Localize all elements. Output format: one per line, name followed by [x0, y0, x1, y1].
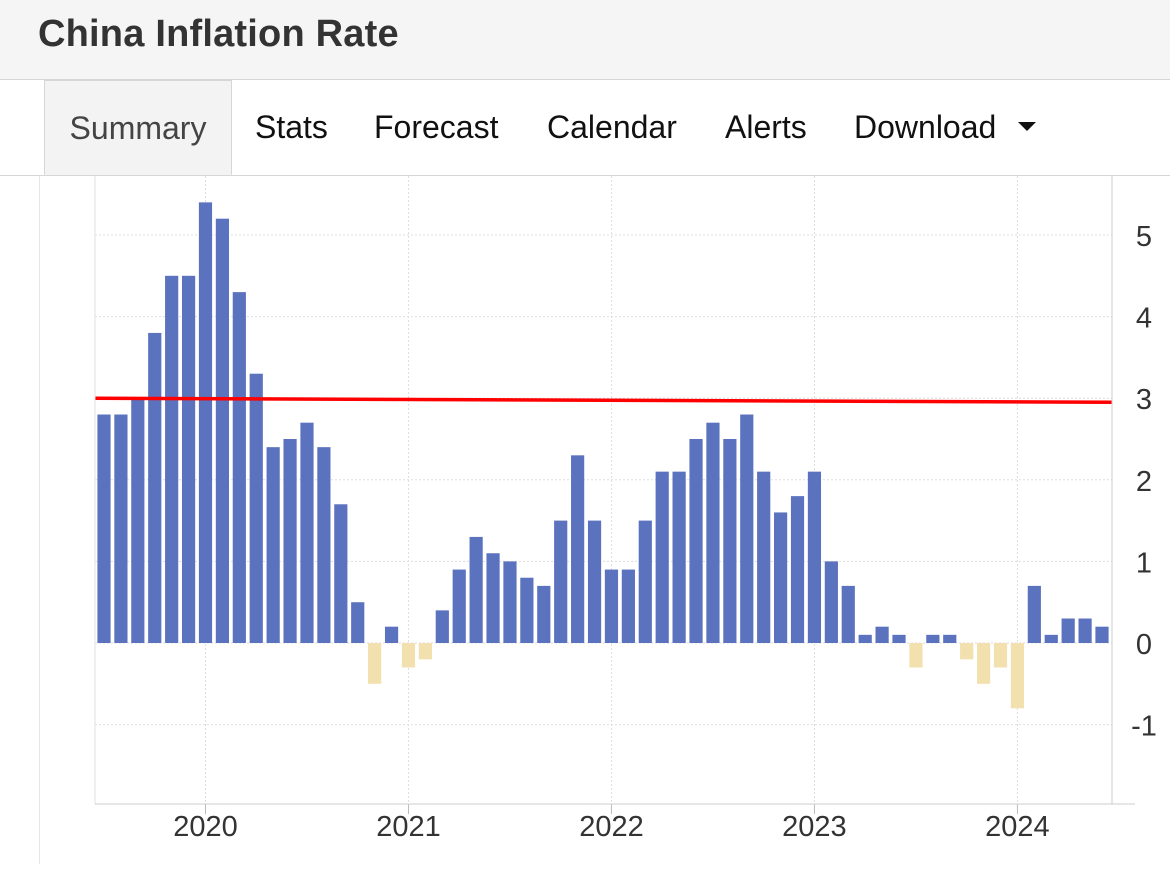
data-bar [503, 561, 517, 643]
data-bar [131, 398, 145, 643]
data-bar [571, 455, 585, 643]
tab-download-label: Download [854, 109, 997, 145]
data-bar [740, 414, 754, 643]
bar-layer [97, 202, 1109, 709]
data-bar [621, 569, 635, 643]
data-bar [638, 520, 652, 643]
data-bar [1010, 643, 1025, 709]
x-tick-label: 2022 [579, 811, 644, 843]
data-bar [97, 414, 111, 643]
x-tick-label: 2023 [782, 811, 847, 843]
data-bar [435, 610, 449, 643]
data-bar [977, 643, 991, 684]
x-tick-label: 2020 [173, 811, 238, 843]
tab-bar: Summary Stats Forecast Calendar Alerts D… [0, 80, 1170, 176]
tab-forecast-label: Forecast [374, 109, 499, 145]
data-bar [232, 292, 246, 643]
data-bar [926, 634, 940, 643]
data-bar [723, 439, 737, 643]
data-bar [148, 332, 162, 643]
data-bar [283, 439, 297, 643]
data-bar [418, 643, 432, 660]
data-bar [841, 585, 855, 643]
chart-area: 5 4 3 2 1 0 -1 2020 2021 2022 2023 2024 [0, 176, 1170, 864]
data-bar [452, 569, 466, 643]
data-bar [368, 643, 382, 684]
tab-calendar-label: Calendar [547, 109, 677, 145]
y-tick-label: 4 [1136, 303, 1152, 335]
y-tick-label: 3 [1136, 384, 1152, 416]
data-bar [824, 561, 838, 643]
inflation-chart: 5 4 3 2 1 0 -1 2020 2021 2022 2023 2024 [94, 176, 1157, 843]
data-bar [655, 471, 669, 643]
y-tick-label: 2 [1136, 466, 1152, 498]
tab-forecast[interactable]: Forecast [374, 80, 498, 175]
data-bar [774, 512, 788, 643]
data-bar [757, 471, 771, 643]
tab-stats-label: Stats [255, 109, 328, 145]
data-bar [943, 634, 957, 643]
data-bar [266, 447, 280, 643]
tab-summary-label: Summary [69, 110, 207, 146]
data-bar [181, 275, 196, 643]
data-bar [875, 626, 889, 643]
x-tick-label: 2024 [985, 811, 1050, 843]
tab-download[interactable]: Download [854, 80, 1037, 175]
data-bar [706, 422, 720, 643]
data-bar [114, 414, 128, 643]
axis-layer: 5 4 3 2 1 0 -1 2020 2021 2022 2023 2024 [94, 176, 1157, 843]
data-bar [1061, 618, 1075, 643]
data-bar [334, 504, 348, 643]
tab-summary[interactable]: Summary [44, 80, 232, 175]
data-bar [554, 520, 568, 643]
tab-stats[interactable]: Stats [255, 80, 328, 175]
tab-calendar[interactable]: Calendar [547, 80, 677, 175]
data-bar [909, 643, 923, 668]
data-bar [249, 373, 263, 643]
target-line-layer [94, 396, 1113, 405]
header-bar: China Inflation Rate [0, 0, 1170, 80]
y-tick-label: 1 [1136, 547, 1152, 579]
data-bar [807, 471, 822, 643]
data-bar [858, 634, 872, 643]
data-bar [1095, 626, 1109, 643]
data-bar [384, 626, 399, 643]
page-title: China Inflation Rate [38, 13, 399, 55]
tab-alerts[interactable]: Alerts [725, 80, 807, 175]
y-tick-label: 5 [1136, 221, 1152, 253]
data-bar [520, 577, 534, 643]
data-bar [587, 520, 602, 643]
data-bar [1044, 634, 1058, 643]
data-bar [317, 447, 331, 643]
data-bar [672, 471, 686, 643]
chart-left-border [39, 176, 40, 864]
data-bar [165, 275, 179, 643]
data-bar [689, 439, 703, 643]
y-tick-label: -1 [1131, 711, 1157, 743]
data-bar [198, 202, 213, 644]
data-bar [401, 643, 416, 668]
data-bar [604, 569, 619, 643]
data-bar [1027, 585, 1041, 643]
target-line [94, 396, 1113, 405]
data-bar [486, 553, 500, 643]
data-bar [351, 602, 365, 643]
data-bar [960, 643, 974, 660]
caret-down-icon [1018, 122, 1037, 132]
data-bar [993, 643, 1008, 668]
data-bar [215, 218, 229, 643]
grid-layer [95, 176, 1112, 804]
data-bar [300, 422, 314, 643]
data-bar [790, 496, 805, 643]
y-tick-label: 0 [1136, 629, 1152, 661]
data-bar [469, 536, 483, 643]
tab-alerts-label: Alerts [725, 109, 807, 145]
data-bar [892, 634, 906, 643]
x-tick-label: 2021 [376, 811, 441, 843]
data-bar [537, 585, 551, 643]
data-bar [1078, 618, 1092, 643]
